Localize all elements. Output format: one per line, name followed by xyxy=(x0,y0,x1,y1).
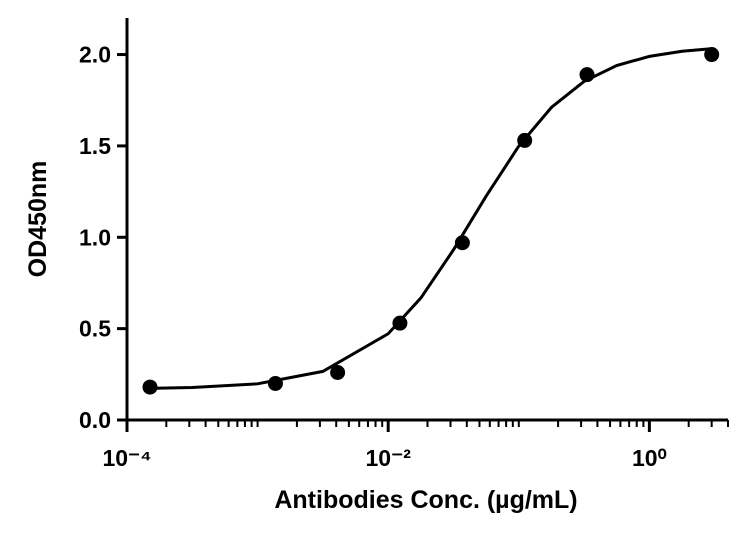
y-tick-label: 1.0 xyxy=(79,224,111,250)
fit-curve xyxy=(148,47,710,390)
data-point xyxy=(142,379,158,395)
x-tick-label: 10⁻⁴ xyxy=(102,445,151,471)
data-point xyxy=(454,235,470,251)
data-point xyxy=(517,132,533,148)
y-tick-label: 2.0 xyxy=(79,42,111,68)
x-axis-title: Antibodies Conc. (µg/mL) xyxy=(274,486,577,514)
x-tick-label: 10⁻² xyxy=(365,445,411,471)
y-axis-title: OD450nm xyxy=(24,161,52,278)
data-point xyxy=(267,375,283,391)
y-tick-label: 0.0 xyxy=(79,407,111,433)
data-point xyxy=(579,67,595,83)
data-point xyxy=(704,47,720,63)
x-tick-label: 10⁰ xyxy=(632,445,667,471)
data-point xyxy=(330,364,346,380)
data-point xyxy=(392,315,408,331)
y-tick-label: 0.5 xyxy=(79,316,111,342)
y-tick-label: 1.5 xyxy=(79,133,111,159)
